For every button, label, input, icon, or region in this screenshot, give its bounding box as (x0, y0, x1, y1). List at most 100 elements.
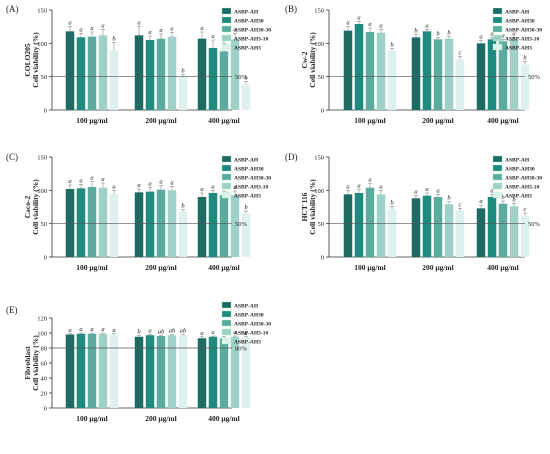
legend-swatch (221, 34, 232, 42)
significance-letter: a (479, 34, 482, 41)
x-tick-label: 100 μg/ml (76, 116, 108, 125)
legend-swatch (221, 7, 232, 15)
bar-asbp-ah3 (109, 194, 119, 257)
y-tick-label: 0 (44, 406, 47, 413)
bar-asbp-ah30-30 (219, 195, 229, 257)
legend-label: ASBP-AH3-10 (505, 37, 539, 43)
y-tick-label: 60 (41, 361, 48, 368)
bar-asbp-ah30-30 (156, 336, 166, 408)
bar-asbp-ah3-10 (230, 39, 240, 111)
bar-asbp-ah3 (387, 209, 397, 257)
significance-letter: ab (158, 328, 165, 335)
legend-label: ASBP-AH (505, 158, 530, 164)
legend-swatch (221, 182, 232, 190)
bar-asbp-ah30 (354, 24, 364, 110)
legend-swatch (221, 337, 232, 345)
reference-line-label: 50% (235, 74, 248, 81)
y-tick-label: 40 (41, 376, 48, 383)
legend-swatch (492, 34, 503, 42)
significance-letter: a (90, 326, 93, 333)
bar-asbp-ah30 (76, 37, 86, 111)
significance-letter: a (200, 25, 203, 32)
reference-line-label: 50% (528, 74, 541, 81)
y-tick-label: 50 (41, 221, 48, 228)
significance-letter: a (68, 20, 71, 27)
bar-asbp-ah (343, 194, 353, 257)
legend-swatch (221, 319, 232, 327)
significance-letter: a (379, 183, 382, 190)
significance-letter: a (368, 177, 371, 184)
bar-asbp-ah3-10 (230, 195, 240, 257)
y-tick-label: 150 (314, 155, 324, 162)
y-tick-label: 100 (37, 41, 47, 48)
legend-label: ASBP-AH3-10 (234, 185, 268, 191)
x-tick-label: 400 μg/ml (487, 116, 519, 125)
significance-letter: a (101, 326, 104, 333)
legend-label: ASBP-AH (505, 10, 530, 16)
legend-swatch (221, 191, 232, 199)
legend-label: ASBP-AH30-30 (234, 28, 271, 34)
bar-asbp-ah (65, 31, 75, 110)
significance-letter: a (244, 330, 247, 337)
significance-letter: a (346, 183, 349, 190)
y-tick-label: 0 (44, 108, 47, 115)
y-tick-label: 100 (37, 188, 47, 195)
legend-swatch (492, 173, 503, 181)
bar-asbp-ah3 (455, 59, 465, 110)
bar-asbp-ah (197, 338, 207, 408)
bar-asbp-ah3-10 (509, 206, 519, 257)
bar-asbp-ah30 (76, 188, 86, 257)
y-tick-label: 100 (314, 188, 324, 195)
bar-asbp-ah30 (208, 48, 218, 110)
legend-label: ASBP-AH30 (234, 19, 264, 25)
y-tick-label: 150 (37, 8, 47, 15)
significance-letter: a (148, 181, 151, 188)
bar-asbp-ah30-30 (87, 333, 97, 408)
significance-letter: b (244, 74, 248, 81)
legend-label: ASBP-AH3 (505, 194, 532, 200)
bar-asbp-ah30-30 (87, 36, 97, 110)
bar-asbp-ah3-10 (98, 35, 108, 111)
cell-line-label: Caco-2 (23, 196, 32, 219)
significance-letter: a (90, 25, 93, 32)
significance-letter: a (112, 327, 115, 334)
bar-asbp-ah3-10 (167, 36, 177, 110)
y-tick-label: 100 (314, 41, 324, 48)
legend-label: ASBP-AH (234, 158, 259, 164)
cell-line-label: COLO205 (23, 43, 32, 77)
significance-letter: a (414, 189, 417, 196)
bar-asbp-ah3 (241, 213, 251, 257)
significance-letter: b (244, 204, 248, 211)
x-tick-label: 200 μg/ml (422, 116, 454, 125)
significance-letter: b (390, 199, 394, 206)
legend-label: ASBP-AH3 (234, 340, 261, 346)
legend-label: ASBP-AH30 (234, 313, 264, 319)
bar-asbp-ah3 (178, 335, 188, 408)
panel-label: (B) (285, 4, 297, 14)
bar-asbp-ah (65, 189, 75, 257)
bar-asbp-ah30-30 (433, 39, 443, 111)
significance-letter: a (436, 187, 439, 194)
legend-label: ASBP-AH3-10 (234, 37, 268, 43)
y-axis-label: Cell viability (%) (308, 32, 317, 88)
legend-swatch (221, 25, 232, 33)
significance-letter: b (112, 36, 116, 43)
significance-letter: a (357, 183, 360, 190)
bar-asbp-ah3 (455, 210, 465, 257)
legend-swatch (492, 164, 503, 172)
significance-letter: c (459, 50, 462, 57)
panel-label: (E) (6, 305, 18, 315)
significance-letter: c (459, 201, 462, 208)
x-tick-label: 100 μg/ml (354, 116, 386, 125)
bar-asbp-ah3-10 (444, 204, 454, 257)
significance-letter: c (524, 206, 527, 213)
x-tick-label: 200 μg/ml (145, 116, 177, 125)
bar-asbp-ah3-10 (376, 32, 386, 110)
bar-asbp-ah3-10 (376, 194, 386, 257)
legend-swatch (492, 155, 503, 163)
bar-asbp-ah30-30 (156, 38, 166, 110)
legend-swatch (221, 16, 232, 24)
significance-letter: a (112, 183, 115, 190)
significance-letter: a (490, 187, 493, 194)
